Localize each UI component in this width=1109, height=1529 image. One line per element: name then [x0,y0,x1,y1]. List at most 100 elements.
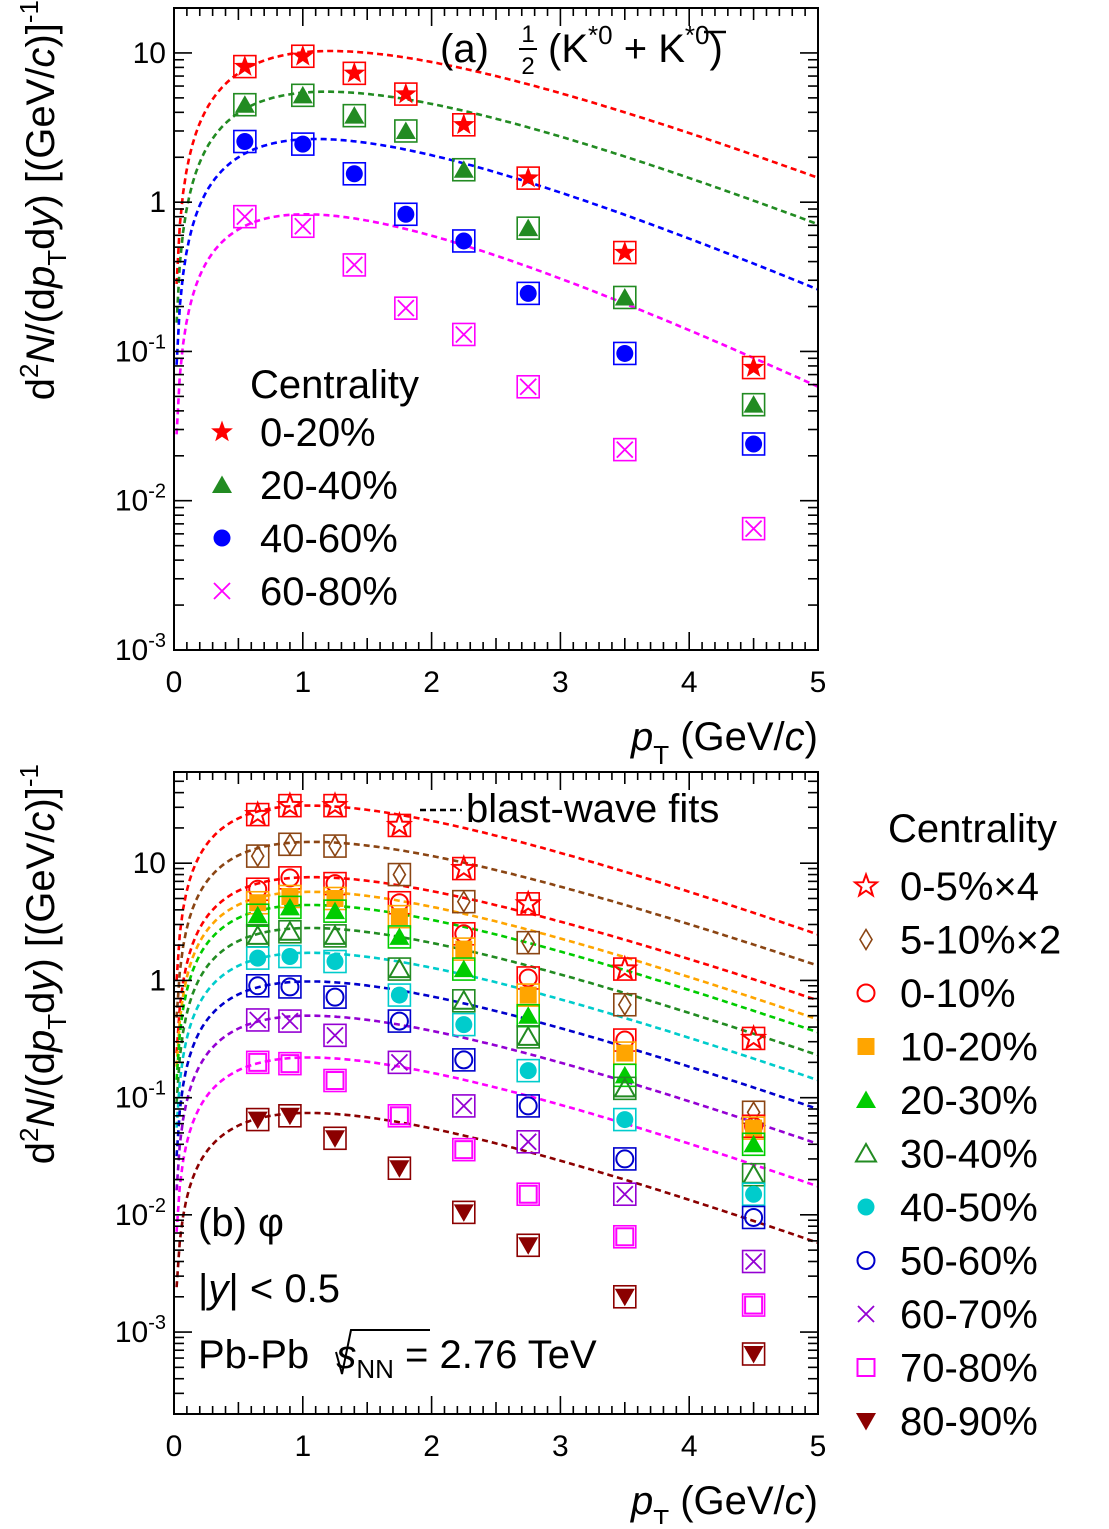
legend-b: Centrality0-5%×45-10%×20-10%10-20%20-30%… [852,807,1061,1444]
kbar-sup: *0 [685,20,710,50]
data-point [455,940,473,958]
sys-error-box [516,216,541,240]
particle-label: (a) 12 (K*0 + K*0) [440,20,726,80]
data-point [390,1053,409,1071]
data-point [247,1111,268,1130]
sys-error-box [323,834,347,858]
ylabel-d: d [19,378,63,400]
data-point [614,1288,635,1307]
data-point [294,135,312,153]
data-point [247,905,268,924]
sys-error-box [323,985,347,1009]
data-point [389,1106,409,1126]
sys-error-box [741,1182,766,1207]
sys-error-box [451,157,476,182]
ylabel-dy: d [19,228,63,250]
legend-entry: 0-20% [260,411,376,455]
data-point [743,1345,764,1364]
x-tick-label: 0 [166,1430,183,1463]
ylabel-sub: T [42,1014,72,1030]
y-tick-label: 1 [149,186,166,219]
sys-error-box [323,1126,347,1151]
data-point [325,1130,345,1148]
sys-error-box [387,1156,412,1181]
label-b: (b) [198,1201,247,1245]
series-0-5% [243,791,768,1051]
xlabel-close: ) [805,1479,818,1523]
ylabel-d: d [19,1142,63,1164]
data-point [394,82,417,104]
sys-error-box [741,1293,766,1317]
sys-error-box [741,1205,766,1230]
panel-label: (a) [440,27,489,71]
data-point [856,1413,876,1431]
data-point [744,520,763,538]
data-point [243,800,272,827]
xlabel-p: p [630,1479,653,1523]
sys-error-box [245,1050,270,1075]
y-tick-label: 10-1 [115,331,166,368]
sys-error-box [516,1094,541,1118]
sys-error-box [342,253,367,277]
ylabel-sup: -1 [14,764,44,787]
data-point [345,256,363,274]
ylabel-sup: -1 [14,0,44,23]
data-point [854,1141,878,1163]
fit-curve-60-70% [175,1014,818,1191]
data-point [455,325,473,344]
sys-error-box [278,832,302,857]
ylabel-sup2: 2 [14,364,44,378]
data-point [856,1251,876,1270]
data-point [234,95,255,113]
x-tick-label: 5 [810,666,827,699]
data-point [213,529,231,547]
xlabel-p: p [630,715,653,759]
series-70-80% [245,1050,766,1317]
x-tick-label: 2 [423,666,440,699]
data-point [616,1044,634,1062]
ylabel-sub: T [42,250,72,266]
x-axis-label: pT (GeV/c) [630,1479,818,1524]
sys-error-box [245,973,270,998]
tick-base: 10 [115,1316,148,1349]
fit-curve-70-80% [175,1056,818,1232]
data-point [390,986,408,1004]
legend-entry: 70-80% [900,1347,1038,1391]
sys-gap [320,1333,336,1377]
data-point [397,205,415,223]
data-point [744,1207,764,1227]
fit-legend: blast-wave fits [420,787,719,831]
fit-curve-40-50% [175,951,818,1128]
ylabel-post: ) [(GeV/ [19,831,63,972]
sys-error-box [323,1023,347,1048]
sys-error-box [516,1130,541,1154]
ylabel-c: c [19,48,63,68]
sys-error-box [387,983,412,1007]
tick-base: 1 [149,964,166,997]
sqrt-sign [335,1329,430,1375]
sys-error-box [290,83,315,108]
legend-name: 0-5% [900,865,993,909]
ylabel-n: N [19,1099,63,1128]
fit-curve-80-90% [175,1111,818,1288]
data-point [518,1096,538,1116]
ylabel-dy: d [19,992,63,1014]
sys-error-box [741,1342,766,1366]
x-axis-label: pT (GeV/c) [630,715,818,770]
sys-error-box [516,374,541,399]
data-point [859,927,873,952]
paren-close: ) [709,27,722,71]
legend-name: 5-10% [900,919,1016,963]
data-point [389,1011,409,1031]
sys-error-box [278,1009,302,1033]
tick-exp: -3 [148,1312,166,1334]
data-point [233,55,256,76]
legend-name: 80-90% [900,1400,1038,1444]
legend-entry: 50-60% [900,1240,1038,1284]
sys-error-box [394,119,418,143]
legend-entry: 60-80% [260,570,398,614]
sys-error-box [233,204,257,229]
sys-error-box [451,957,476,981]
